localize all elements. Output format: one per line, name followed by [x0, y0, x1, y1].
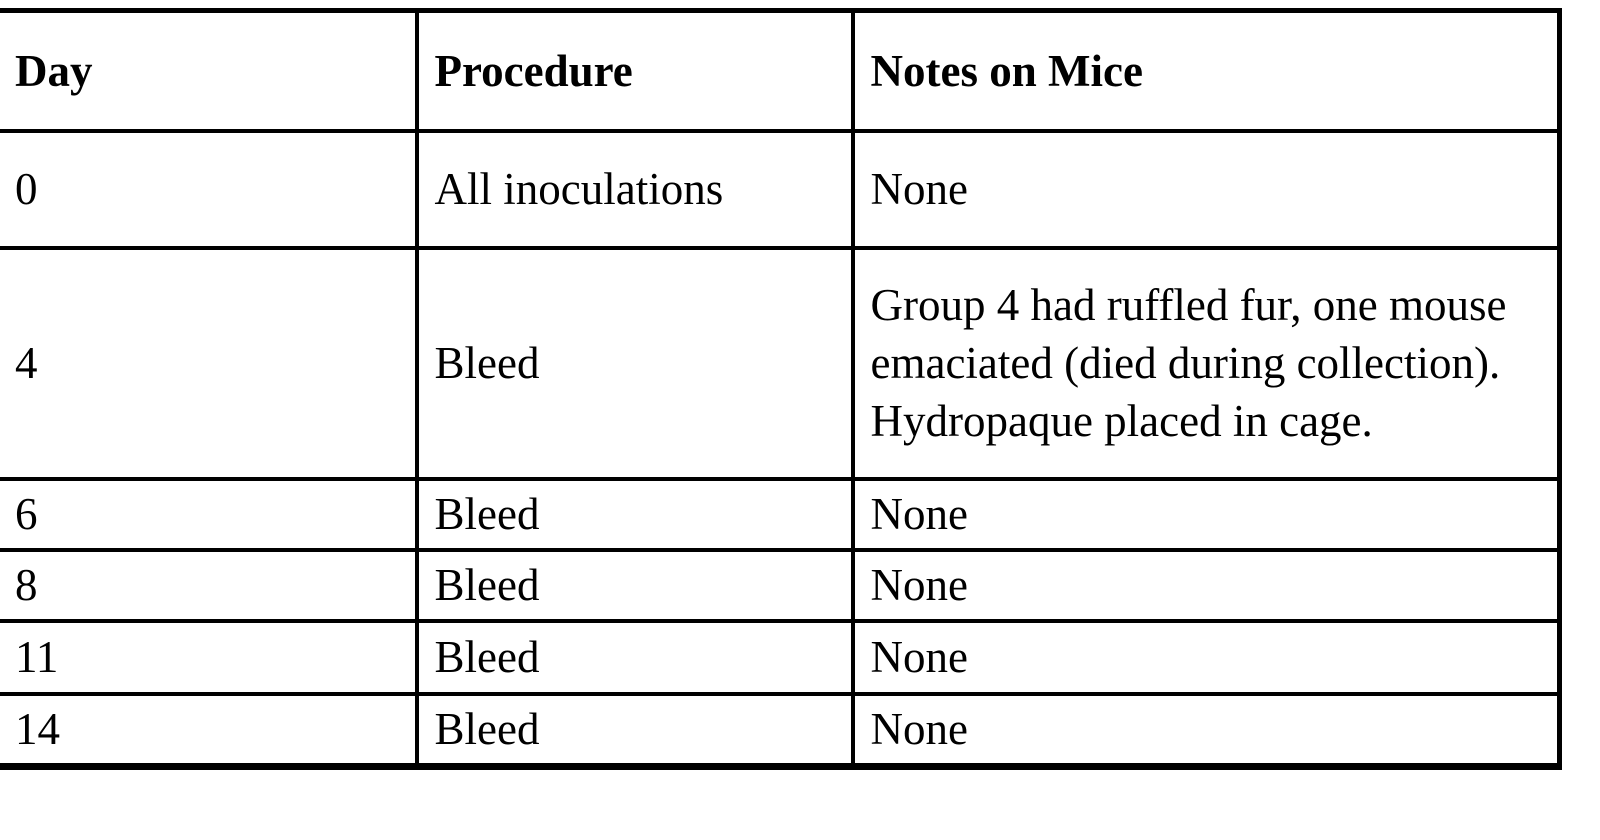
procedure-cell: Bleed: [414, 476, 855, 552]
day-cell: 4: [0, 245, 419, 481]
header-row: Day Procedure Notes on Mice: [0, 8, 1562, 133]
table-row: 8 Bleed None: [0, 547, 1562, 623]
procedure-cell: Bleed: [414, 691, 855, 770]
table-body: 0 All inoculations None 4 Bleed Group 4 …: [0, 128, 1562, 770]
column-header-notes: Notes on Mice: [850, 8, 1562, 133]
procedure-cell: Bleed: [414, 245, 855, 481]
notes-cell: Group 4 had ruffled fur, one mouse emaci…: [850, 245, 1562, 481]
day-cell: 8: [0, 547, 419, 623]
procedure-cell: All inoculations: [414, 128, 855, 250]
table-row: 6 Bleed None: [0, 476, 1562, 552]
notes-cell: None: [850, 691, 1562, 770]
day-cell: 11: [0, 618, 419, 696]
procedure-cell: Bleed: [414, 618, 855, 696]
column-header-procedure: Procedure: [414, 8, 855, 133]
table-row: 4 Bleed Group 4 had ruffled fur, one mou…: [0, 245, 1562, 481]
table-row: 11 Bleed None: [0, 618, 1562, 696]
day-cell: 14: [0, 691, 419, 770]
notes-cell: None: [850, 618, 1562, 696]
day-cell: 6: [0, 476, 419, 552]
study-schedule-table: Day Procedure Notes on Mice 0 All inocul…: [0, 8, 1562, 770]
notes-cell: None: [850, 547, 1562, 623]
column-header-day: Day: [0, 8, 419, 133]
table-row: 14 Bleed None: [0, 691, 1562, 770]
procedure-cell: Bleed: [414, 547, 855, 623]
scanned-document-page: Day Procedure Notes on Mice 0 All inocul…: [0, 8, 1562, 770]
day-cell: 0: [0, 128, 419, 250]
notes-cell: None: [850, 128, 1562, 250]
notes-cell: None: [850, 476, 1562, 552]
table-row: 0 All inoculations None: [0, 128, 1562, 250]
